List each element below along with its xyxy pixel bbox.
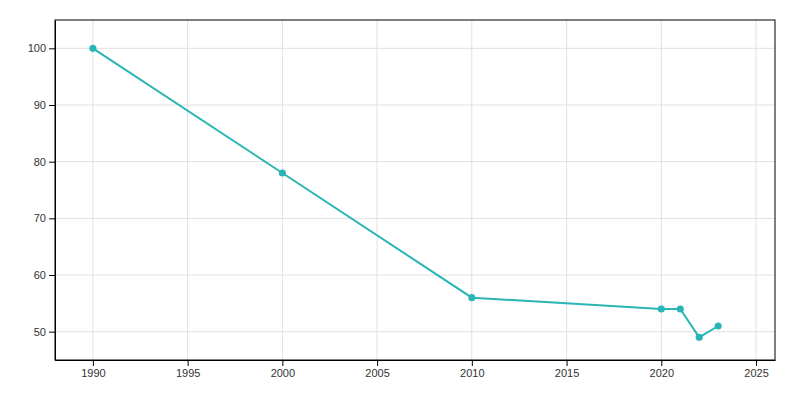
x-tick: 2000	[271, 360, 295, 379]
y-tick-label: 80	[34, 156, 46, 168]
x-tick: 2015	[555, 360, 579, 379]
x-tick-label: 2020	[650, 367, 674, 379]
x-tick-mark	[472, 360, 473, 366]
y-tick-mark	[49, 105, 55, 106]
x-tick-mark	[661, 360, 662, 366]
chart: 1990 1995 2000 2005 2010 2015 2020 2025 50 60 70 80…	[0, 0, 800, 400]
x-tick: 1995	[176, 360, 200, 379]
grid-line	[55, 48, 775, 49]
x-tick-mark	[567, 360, 568, 366]
point	[279, 169, 286, 176]
y-tick: 50	[34, 326, 55, 338]
x-tick-mark	[188, 360, 189, 366]
grid-line	[566, 20, 567, 360]
y-tick-mark	[49, 48, 55, 49]
y-tick-label: 100	[28, 42, 46, 54]
grid-line	[92, 20, 93, 360]
x-tick-label: 2025	[744, 367, 768, 379]
x-tick-mark	[377, 360, 378, 366]
point	[715, 322, 722, 329]
x-axis: 1990 1995 2000 2005 2010 2015 2020 2025	[56, 360, 776, 379]
marks	[89, 45, 721, 341]
y-tick-mark	[49, 275, 55, 276]
x-tick: 2020	[650, 360, 674, 379]
point	[677, 305, 684, 312]
y-axis: 50 60 70 80 90 100	[28, 21, 56, 361]
line	[93, 48, 718, 337]
x-tick-mark	[756, 360, 757, 366]
x-tick-label: 2005	[365, 367, 389, 379]
grid-line	[187, 20, 188, 360]
x-tick-label: 2010	[460, 367, 484, 379]
x-tick-label: 1990	[81, 367, 105, 379]
y-tick-label: 50	[34, 326, 46, 338]
grid	[55, 20, 775, 360]
x-tick-label: 1995	[176, 367, 200, 379]
x-axis-line	[56, 360, 776, 361]
x-tick: 2025	[744, 360, 768, 379]
y-tick: 80	[34, 156, 55, 168]
y-tick-label: 70	[34, 212, 46, 224]
y-tick: 60	[34, 269, 55, 281]
point	[468, 294, 475, 301]
plot-area: 1990 1995 2000 2005 2010 2015 2020 2025 50 60 70 80…	[28, 20, 776, 379]
point	[658, 305, 665, 312]
point	[89, 45, 96, 52]
x-tick-label: 2015	[555, 367, 579, 379]
y-tick: 90	[34, 99, 55, 111]
grid-line	[55, 105, 775, 106]
x-tick: 2005	[365, 360, 389, 379]
y-tick-mark	[49, 218, 55, 219]
y-tick-label: 60	[34, 269, 46, 281]
y-tick: 100	[28, 42, 55, 54]
y-tick-label: 90	[34, 99, 46, 111]
point	[696, 334, 703, 341]
grid-line	[282, 20, 283, 360]
x-tick: 1990	[81, 360, 105, 379]
grid-line	[55, 161, 775, 162]
x-tick-label: 2000	[271, 367, 295, 379]
y-tick: 70	[34, 212, 55, 224]
x-tick-mark	[282, 360, 283, 366]
x-tick: 2010	[460, 360, 484, 379]
grid-line	[55, 218, 775, 219]
plot-frame	[55, 20, 775, 360]
grid-line	[377, 20, 378, 360]
y-tick-mark	[49, 332, 55, 333]
y-axis-line	[55, 21, 56, 361]
grid-line	[55, 331, 775, 332]
grid-line	[471, 20, 472, 360]
grid-line	[55, 275, 775, 276]
x-tick-mark	[93, 360, 94, 366]
grid-line	[756, 20, 757, 360]
y-tick-mark	[49, 162, 55, 163]
